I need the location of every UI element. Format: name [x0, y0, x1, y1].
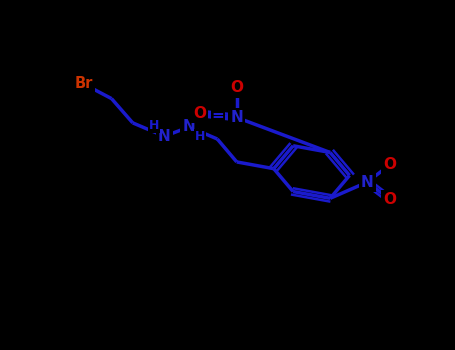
Text: N: N [361, 175, 374, 190]
Text: N: N [158, 129, 171, 144]
Text: O: O [384, 157, 397, 172]
Text: H: H [149, 119, 159, 132]
Text: N: N [230, 110, 243, 125]
Text: Br: Br [74, 76, 92, 91]
Text: O: O [230, 80, 243, 95]
Text: =: = [212, 108, 225, 123]
Text: O: O [384, 192, 397, 207]
Text: N: N [183, 119, 196, 134]
Text: H: H [194, 130, 205, 143]
Text: O: O [193, 106, 206, 121]
